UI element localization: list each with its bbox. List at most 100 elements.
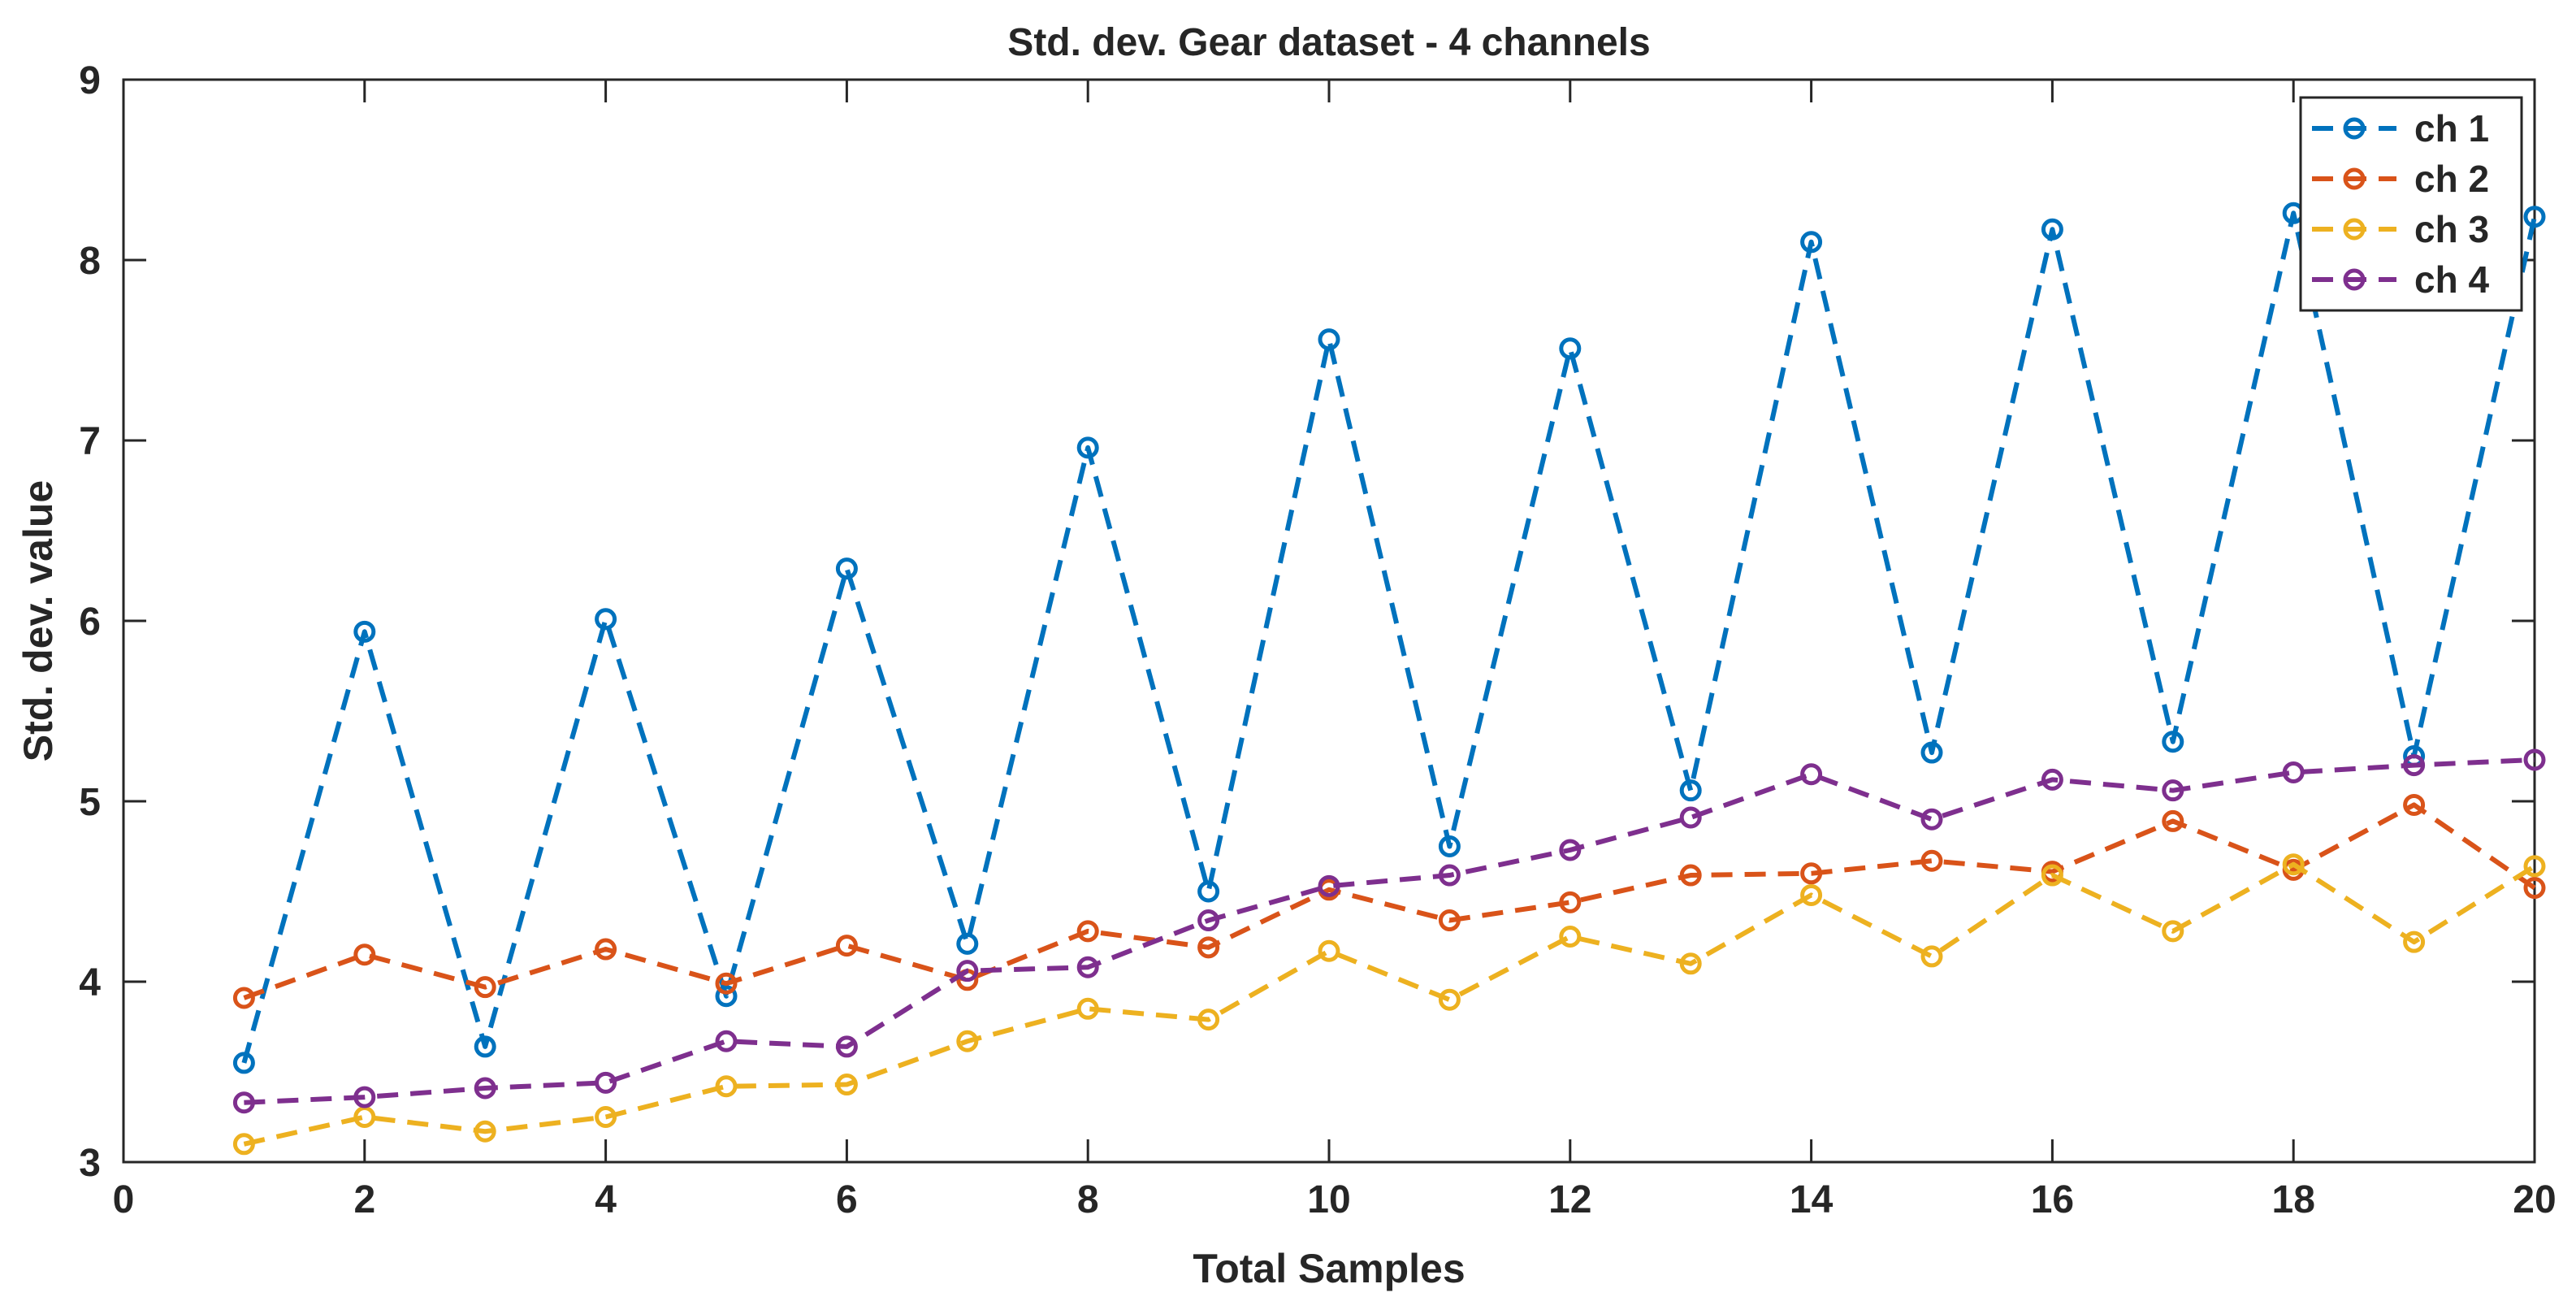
data-point xyxy=(1679,806,1702,829)
data-point xyxy=(1197,909,1220,932)
data-point xyxy=(1559,926,1582,948)
x-tick-label: 20 xyxy=(2513,1178,2556,1221)
data-point xyxy=(1076,436,1099,459)
y-tick-label: 3 xyxy=(79,1142,101,1185)
data-point xyxy=(1438,909,1461,932)
legend-item: ch 2 xyxy=(2312,158,2489,200)
y-tick-label: 5 xyxy=(79,781,101,824)
data-point xyxy=(1920,849,1943,872)
series-layer xyxy=(232,202,2546,1156)
x-tick-label: 8 xyxy=(1077,1178,1099,1221)
legend-box xyxy=(2299,96,2523,312)
legend-item: ch 4 xyxy=(2312,258,2489,301)
data-point xyxy=(2041,218,2063,241)
data-point xyxy=(715,1030,738,1052)
data-point xyxy=(1920,741,1943,764)
x-axis: 0 2 4 6 8 10 12 14 16 18 20 xyxy=(113,80,2557,1221)
legend-label: ch 4 xyxy=(2414,258,2489,301)
legend-item: ch 1 xyxy=(2312,107,2489,150)
data-point xyxy=(2523,748,2546,771)
data-point xyxy=(835,1035,858,1058)
data-point xyxy=(956,1030,979,1052)
data-point xyxy=(595,608,617,631)
data-point xyxy=(2282,761,2305,783)
data-point xyxy=(474,1120,496,1143)
x-tick-label: 10 xyxy=(1307,1178,1350,1221)
data-point xyxy=(1559,337,1582,360)
data-point xyxy=(2162,779,2184,802)
data-point xyxy=(2403,930,2426,953)
data-point xyxy=(1679,864,1702,887)
x-tick-label: 18 xyxy=(2272,1178,2315,1221)
y-tick-label: 8 xyxy=(79,240,101,283)
data-point xyxy=(1318,874,1340,897)
y-tick-label: 6 xyxy=(79,601,101,644)
x-tick-label: 16 xyxy=(2031,1178,2074,1221)
data-point xyxy=(474,1077,496,1100)
legend-label: ch 3 xyxy=(2414,208,2489,250)
data-point xyxy=(1920,945,1943,968)
x-tick-label: 6 xyxy=(836,1178,858,1221)
data-point xyxy=(1197,1009,1220,1031)
y-tick-label: 9 xyxy=(79,59,101,102)
chart-title: Std. dev. Gear dataset - 4 channels xyxy=(1007,21,1650,64)
data-point xyxy=(1318,328,1340,351)
data-point xyxy=(1438,988,1461,1011)
data-point xyxy=(232,1133,255,1156)
data-point xyxy=(1438,864,1461,887)
y-axis-label: Std. dev. value xyxy=(15,480,61,761)
data-point xyxy=(1318,939,1340,962)
data-point xyxy=(1559,839,1582,861)
y-tick-label: 7 xyxy=(79,420,101,463)
data-point xyxy=(1800,231,1823,254)
data-point xyxy=(715,1075,738,1098)
data-point xyxy=(1076,997,1099,1020)
legend-swatch-marker xyxy=(2343,268,2366,291)
y-tick-label: 4 xyxy=(79,961,101,1004)
series-ch-1 xyxy=(232,202,2546,1074)
data-point xyxy=(2403,793,2426,816)
series-ch-2 xyxy=(232,793,2546,1009)
data-point xyxy=(1197,880,1220,903)
legend-label: ch 1 xyxy=(2414,107,2489,150)
data-point xyxy=(2041,768,2063,791)
series-line xyxy=(243,861,2536,1147)
data-point xyxy=(1076,920,1099,943)
series-line xyxy=(241,210,2537,1064)
data-point xyxy=(2282,853,2305,876)
data-point xyxy=(2523,855,2546,878)
series-line xyxy=(243,802,2536,1000)
plot-area xyxy=(122,78,2536,1164)
y-axis: 3 4 5 6 7 8 9 xyxy=(79,59,2535,1185)
data-point xyxy=(835,935,858,957)
series-ch-4 xyxy=(232,748,2546,1114)
data-point xyxy=(956,960,979,982)
x-tick-label: 2 xyxy=(353,1178,375,1221)
data-point xyxy=(474,976,496,999)
x-tick-label: 14 xyxy=(1790,1178,1834,1221)
data-point xyxy=(2403,754,2426,777)
series-ch-3 xyxy=(232,853,2546,1156)
data-point xyxy=(1076,956,1099,978)
x-tick-label: 4 xyxy=(595,1178,617,1221)
data-point xyxy=(1197,936,1220,959)
data-point xyxy=(2523,877,2546,900)
data-point xyxy=(353,943,376,966)
data-point xyxy=(1679,779,1702,802)
data-point xyxy=(595,938,617,961)
data-point xyxy=(232,1091,255,1114)
data-point xyxy=(353,620,376,643)
data-point xyxy=(956,932,979,955)
data-point xyxy=(2041,864,2063,887)
legend: ch 1 ch 2 ch 3 ch 4 xyxy=(2299,96,2523,312)
data-point xyxy=(2162,809,2184,832)
data-point xyxy=(1438,835,1461,857)
data-point xyxy=(232,1052,255,1074)
data-point xyxy=(1559,891,1582,913)
data-point xyxy=(595,1071,617,1094)
data-point xyxy=(715,972,738,995)
data-point xyxy=(835,557,858,580)
legend-swatch-marker xyxy=(2343,218,2366,241)
